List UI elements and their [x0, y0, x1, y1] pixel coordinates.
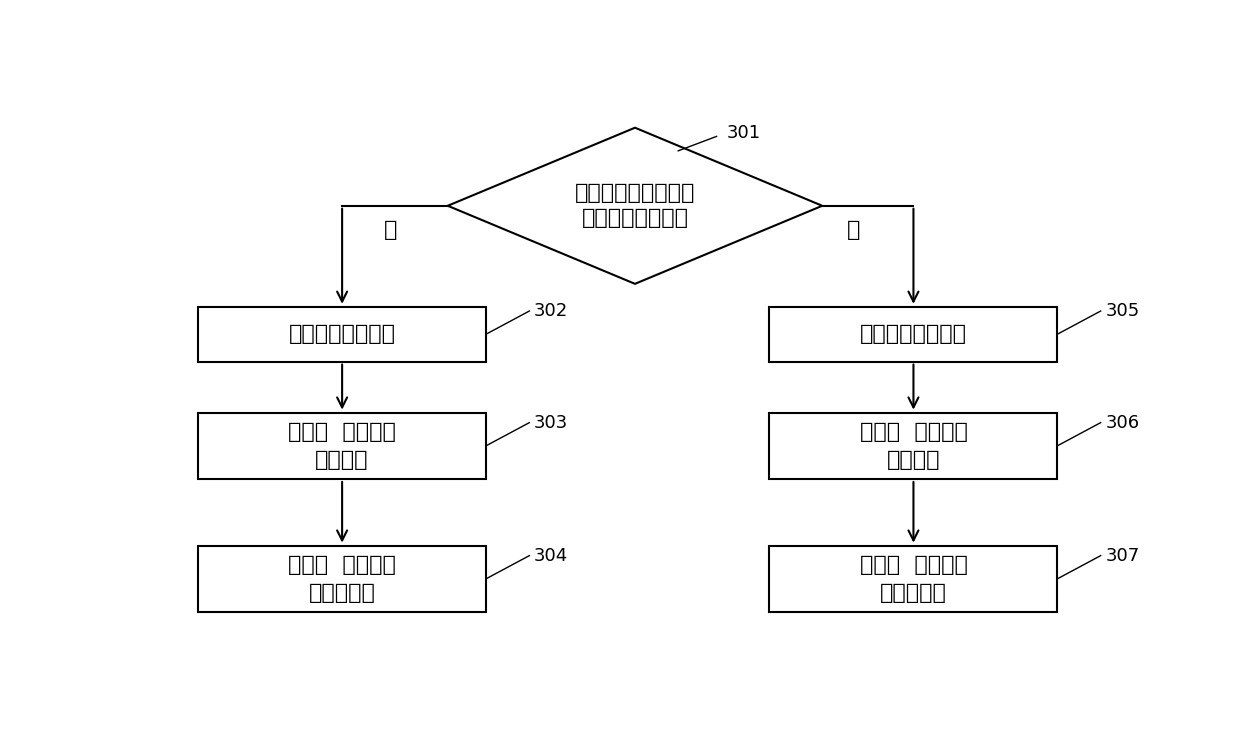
Text: 307: 307	[1105, 547, 1140, 565]
Text: 选择第一承载方式: 选择第一承载方式	[289, 324, 395, 344]
Text: 否: 否	[847, 220, 861, 240]
Text: 是: 是	[383, 220, 396, 240]
Text: 305: 305	[1105, 302, 1140, 320]
Text: 发送方  采用第一
封装方式: 发送方 采用第一 封装方式	[289, 422, 396, 470]
Bar	[198, 545, 486, 612]
Bar	[769, 306, 1057, 362]
Text: 303: 303	[534, 414, 569, 432]
Bar	[769, 412, 1057, 479]
Text: 发送方  采用第二
封装方式: 发送方 采用第二 封装方式	[860, 422, 968, 470]
Text: 选择第二承载方式: 选择第二承载方式	[860, 324, 966, 344]
Bar	[198, 306, 486, 362]
Text: 302: 302	[534, 302, 569, 320]
Text: 分组数据接入信道: 分组数据接入信道	[581, 209, 689, 228]
Text: 是否承载在高速无线: 是否承载在高速无线	[575, 183, 695, 203]
Text: 304: 304	[534, 547, 569, 565]
Text: 接收方  采用第二
解封装方式: 接收方 采用第二 解封装方式	[860, 555, 968, 603]
Text: 306: 306	[1105, 414, 1140, 432]
Bar	[769, 545, 1057, 612]
Bar	[198, 412, 486, 479]
Text: 301: 301	[726, 125, 761, 143]
Text: 接收方  采用第一
解封装方式: 接收方 采用第一 解封装方式	[289, 555, 396, 603]
